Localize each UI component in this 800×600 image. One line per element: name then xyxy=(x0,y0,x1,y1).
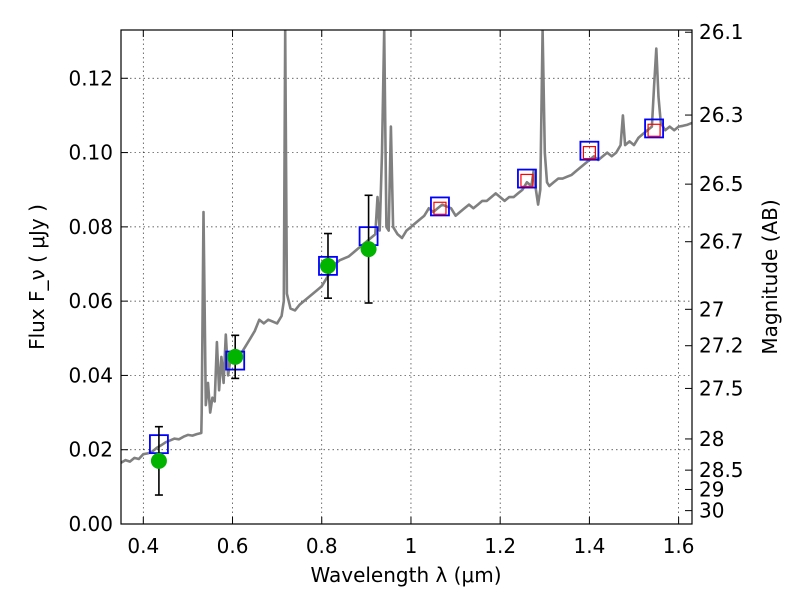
x-tick-label: 0.4 xyxy=(127,534,159,558)
tick-labels: 0.4 0.6 0.8 1 1.2 1.4 1.6 0.00 0.02 0.04 0.06 0.08 0… xyxy=(68,20,743,558)
mag-tick-label: 27.5 xyxy=(699,376,744,400)
y-tick-label: 0.02 xyxy=(68,438,113,462)
x-tick-label: 1.4 xyxy=(573,534,605,558)
y-tick-label: 0.10 xyxy=(68,141,113,165)
grid xyxy=(121,30,692,525)
x-tick-label: 0.8 xyxy=(306,534,338,558)
blue-square-marker xyxy=(579,140,600,161)
x-tick-label: 1.2 xyxy=(484,534,516,558)
mag-tick-label: 26.5 xyxy=(699,172,744,196)
blue-square-marker xyxy=(517,168,537,189)
red-square-marker xyxy=(582,145,596,160)
mag-tick-label: 27.2 xyxy=(699,334,744,358)
x-axis-label: Wavelength λ (μm) xyxy=(310,563,501,587)
red-square-marker xyxy=(433,201,447,215)
observed-point xyxy=(319,257,336,274)
axes-frame xyxy=(120,29,693,525)
y-axis-label: Flux F_ν ( μJy ) xyxy=(25,204,49,350)
y-tick-label: 0.06 xyxy=(68,289,113,313)
x-tick-label: 1 xyxy=(405,534,418,558)
spectrum-line xyxy=(121,30,692,464)
x-tick-label: 0.6 xyxy=(217,534,249,558)
mag-tick-label: 29 xyxy=(699,477,724,501)
observed-point xyxy=(150,452,167,469)
mag-tick-label: 26.3 xyxy=(699,103,744,127)
x-tick-label: 1.6 xyxy=(663,534,695,558)
mag-tick-label: 26.1 xyxy=(699,20,744,44)
mag-tick-label: 28 xyxy=(699,427,724,451)
mag-tick-label: 30 xyxy=(699,499,724,523)
mag-tick-label: 28.5 xyxy=(699,458,744,482)
y-tick-label: 0.00 xyxy=(68,512,113,536)
y-tick-label: 0.08 xyxy=(68,215,113,239)
y-tick-label: 0.04 xyxy=(68,363,113,387)
observed-point xyxy=(360,241,377,258)
plot-area xyxy=(121,30,692,496)
blue-square-marker xyxy=(644,118,664,139)
y-tick-label: 0.12 xyxy=(68,66,113,90)
mag-tick-label: 26.7 xyxy=(699,230,744,254)
mag-tick-label: 27 xyxy=(699,297,724,321)
observed-point xyxy=(227,348,244,365)
right-axis-label: Magnitude (AB) xyxy=(758,199,782,354)
red-square-marker xyxy=(520,173,534,188)
red-square-marker xyxy=(647,123,661,137)
ticks xyxy=(121,30,692,525)
blue-square-marker xyxy=(430,196,450,217)
